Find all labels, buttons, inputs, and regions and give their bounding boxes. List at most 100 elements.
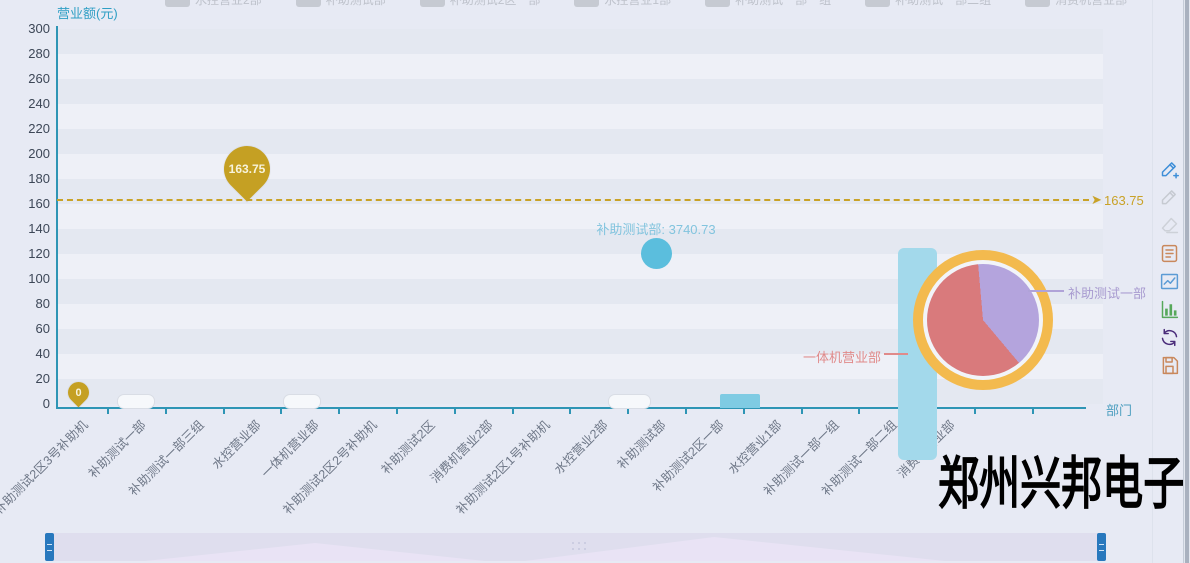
x-category-label: 补助测试2区一部 (608, 415, 728, 535)
markpoint-pin-value: 163.75 (228, 162, 266, 176)
x-axis-name: 部门 (1106, 403, 1133, 418)
legend-swatch-icon (574, 0, 600, 7)
legend-item-label: 水控营业2部 (195, 0, 262, 7)
pie-slice-label-right: 补助测试一部 (1068, 286, 1147, 301)
x-category-label-text: 补助测试部 (614, 417, 669, 472)
legend-swatch-icon (705, 0, 731, 7)
x-tick-mark (973, 409, 976, 414)
pie-chart[interactable] (927, 264, 1039, 376)
toolbar (1159, 159, 1180, 376)
x-tick-mark (106, 409, 109, 414)
y-tick-label: 220 (28, 121, 50, 136)
x-tick-mark (395, 409, 398, 414)
x-axis-line (56, 407, 1086, 409)
x-tick-mark (800, 409, 803, 414)
y-tick-label: 40 (35, 346, 50, 361)
y-tick-label: 200 (28, 146, 50, 161)
markpoint-pin-zero[interactable]: 0 (63, 377, 94, 408)
x-tick-mark (338, 409, 341, 414)
toolbar-divider (1152, 0, 1153, 563)
watermark-text: 郑州兴邦电子 (938, 452, 1185, 516)
window-scrollbar[interactable] (1183, 0, 1190, 563)
y-axis-line (56, 26, 58, 409)
legend-item[interactable]: 水控营业1部 (574, 0, 671, 8)
legend-item[interactable]: 补助测试一部一组 (705, 0, 831, 8)
legend-swatch-icon (419, 0, 445, 7)
datazoom-handle-left[interactable] (45, 533, 54, 561)
x-tick-mark (569, 409, 572, 414)
datazoom-handle-right[interactable] (1097, 533, 1106, 561)
y-tick-label: 20 (35, 371, 50, 386)
markline-dashed (57, 199, 1089, 201)
x-tick-mark (164, 409, 167, 414)
plot-stripe (57, 154, 1103, 179)
legend-item-label: 补助测试一部一组 (735, 0, 832, 7)
x-tick-mark (280, 409, 283, 414)
legend-item[interactable]: 补助测试部 (295, 0, 386, 8)
y-tick-label: 80 (35, 296, 50, 311)
y-tick-label: 180 (28, 171, 50, 186)
refresh-icon[interactable] (1159, 327, 1180, 348)
eraser-icon[interactable] (1159, 215, 1180, 236)
legend-item[interactable]: 消费机营业部 (1025, 0, 1127, 8)
y-tick-label: 100 (28, 271, 50, 286)
line-chart-icon[interactable] (1159, 271, 1180, 292)
legend-item-label: 补助测试2区一部 (449, 0, 541, 7)
legend-swatch-icon (865, 0, 891, 7)
datazoom-preview-area (145, 543, 485, 561)
legend: 水控营业2部 补助测试部 补助测试2区一部 水控营业1部 补助测试一部一组 补助… (165, 0, 1127, 8)
markpoint-pin-zero-value: 0 (75, 386, 82, 399)
legend-item[interactable]: 补助测试2区一部 (419, 0, 541, 8)
x-tick-mark (453, 409, 456, 414)
plot-stripe (57, 79, 1103, 104)
plot-stripe (57, 104, 1103, 129)
save-icon[interactable] (1159, 355, 1180, 376)
markline-value-label: 163.75 (1104, 193, 1144, 208)
plot-stripe (57, 54, 1103, 79)
plot-stripe (57, 129, 1103, 154)
scatter-point-label: 补助测试部: 3740.73 (596, 222, 716, 237)
x-category-label: 补助测试2区 (319, 415, 439, 535)
pie-label-line-left (884, 353, 908, 355)
edit-add-icon[interactable] (1159, 159, 1180, 180)
x-tick-mark (222, 409, 225, 414)
pie-slice-label-left: 一体机营业部 (803, 350, 882, 365)
x-tick-mark (742, 409, 745, 414)
legend-swatch-icon (295, 0, 321, 7)
legend-item-label: 补助测试部 (325, 0, 386, 7)
edit-icon[interactable] (1159, 187, 1180, 208)
pie-label-line-right (1028, 290, 1064, 292)
plot-stripe (57, 29, 1103, 54)
y-tick-label: 0 (42, 396, 50, 411)
legend-swatch-icon (1025, 0, 1051, 7)
x-tick-mark (511, 409, 514, 414)
y-tick-label: 260 (28, 71, 50, 86)
y-tick-label: 280 (28, 46, 50, 61)
legend-item-label: 水控营业1部 (604, 0, 672, 7)
legend-item[interactable]: 水控营业2部 (165, 0, 262, 8)
x-tick-mark (1031, 409, 1034, 414)
y-tick-label: 120 (28, 246, 50, 261)
x-tick-mark (684, 409, 687, 414)
bar-chart-icon[interactable] (1159, 299, 1180, 320)
y-tick-label: 240 (28, 96, 50, 111)
y-axis-title: 营业额(元) (57, 6, 118, 21)
empty-value-box (608, 394, 651, 409)
scrollbar-thumb[interactable] (1185, 0, 1189, 563)
x-tick-mark (858, 409, 861, 414)
empty-value-box (283, 394, 321, 409)
scatter-point[interactable] (641, 238, 672, 269)
document-icon[interactable] (1159, 243, 1180, 264)
datazoom-preview-area (525, 537, 945, 561)
legend-item[interactable]: 补助测试一部二组 (865, 0, 991, 8)
y-tick-label: 300 (28, 21, 50, 36)
bar-水控营业1部[interactable] (720, 394, 760, 408)
x-category-label-text: 水控营业部 (210, 417, 265, 472)
y-tick-label: 60 (35, 321, 50, 336)
legend-item-label: 消费机营业部 (1055, 0, 1128, 7)
legend-item-label: 补助测试一部二组 (895, 0, 992, 7)
markpoint-pin[interactable]: 163.75 (214, 136, 280, 202)
datazoom-slider[interactable] (45, 533, 1106, 561)
plot-stripe (57, 204, 1103, 229)
y-tick-label: 160 (28, 196, 50, 211)
